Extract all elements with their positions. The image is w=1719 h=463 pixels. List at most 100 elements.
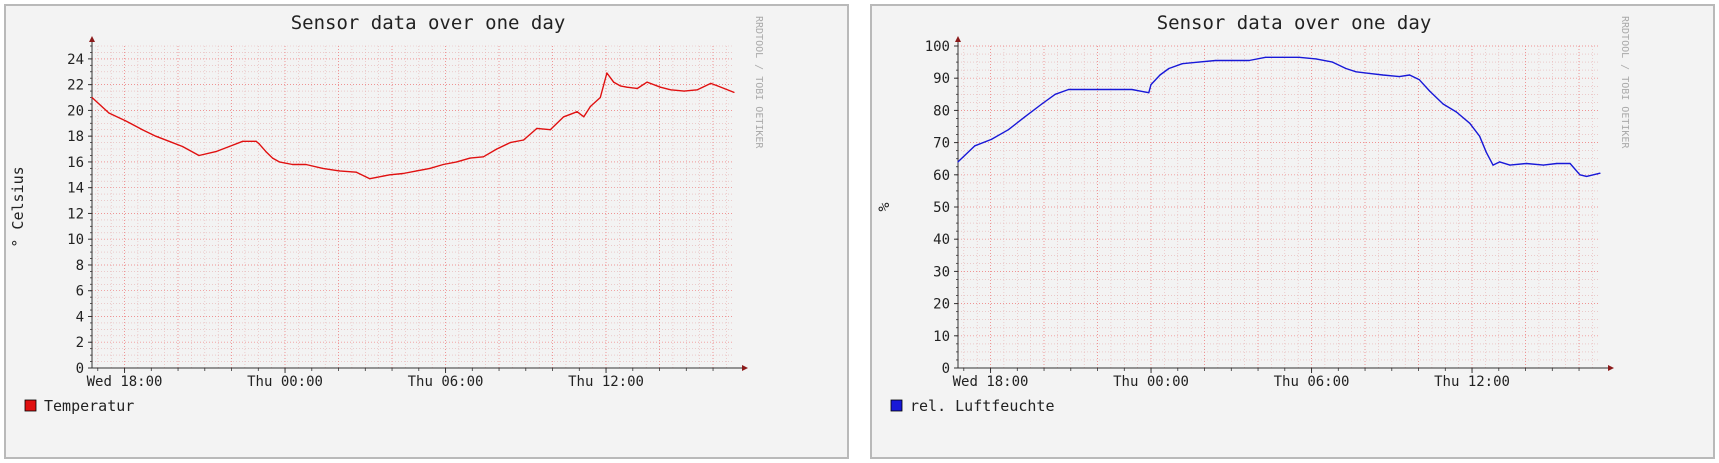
data-point bbox=[442, 163, 444, 166]
data-point bbox=[265, 151, 267, 153]
data-point bbox=[108, 112, 110, 114]
y-tick-label: 14 bbox=[67, 181, 84, 197]
data-point bbox=[1248, 59, 1250, 62]
data-point bbox=[1054, 93, 1056, 95]
y-tick-label: 30 bbox=[933, 264, 950, 280]
data-point bbox=[536, 127, 538, 129]
data-point bbox=[1368, 72, 1371, 74]
data-point bbox=[1569, 162, 1571, 165]
x-tick-label: Thu 12:00 bbox=[568, 374, 644, 390]
y-tick-label: 60 bbox=[933, 168, 950, 184]
x-tick-label: Thu 06:00 bbox=[408, 374, 484, 390]
legend-label: rel. Luftfeuchte bbox=[910, 397, 1055, 415]
data-point bbox=[1215, 59, 1217, 62]
data-point bbox=[974, 145, 976, 147]
data-point bbox=[338, 170, 340, 172]
data-point bbox=[1542, 164, 1544, 166]
data-point bbox=[723, 87, 725, 90]
data-point bbox=[198, 154, 200, 157]
y-tick-label: 10 bbox=[933, 329, 950, 345]
data-point bbox=[1509, 164, 1511, 166]
data-point bbox=[1097, 88, 1099, 91]
x-axis-arrow bbox=[1608, 365, 1614, 371]
y-tick-label: 8 bbox=[76, 258, 84, 274]
data-point bbox=[1345, 67, 1347, 70]
data-point bbox=[429, 167, 431, 169]
data-point bbox=[469, 157, 471, 159]
y-tick-label: 2 bbox=[76, 335, 84, 351]
y-tick-label: 18 bbox=[67, 129, 84, 145]
data-point bbox=[1398, 76, 1400, 78]
y-tick-label: 10 bbox=[67, 232, 84, 248]
x-tick-label: Thu 00:00 bbox=[247, 374, 323, 390]
data-point bbox=[670, 89, 672, 91]
data-point bbox=[141, 129, 143, 131]
y-tick-label: 6 bbox=[76, 284, 84, 300]
y-tick-label: 0 bbox=[942, 361, 950, 377]
x-tick-label: Thu 06:00 bbox=[1274, 374, 1350, 390]
x-tick-label: Thu 12:00 bbox=[1434, 374, 1510, 390]
data-point bbox=[258, 143, 260, 145]
data-point bbox=[375, 176, 377, 178]
y-tick-label: 50 bbox=[933, 200, 950, 216]
y-tick-label: 24 bbox=[67, 52, 84, 68]
data-point bbox=[606, 72, 608, 74]
series-points bbox=[91, 72, 735, 180]
legend-swatch bbox=[890, 399, 903, 412]
y-tick-label: 40 bbox=[933, 232, 950, 248]
data-point bbox=[155, 135, 157, 137]
data-point bbox=[1599, 172, 1601, 174]
data-point bbox=[1159, 74, 1161, 76]
data-point bbox=[1114, 88, 1116, 91]
data-point bbox=[278, 161, 280, 163]
x-tick-label: Wed 18:00 bbox=[87, 374, 163, 390]
data-point bbox=[1331, 61, 1334, 63]
data-point bbox=[1150, 84, 1152, 86]
data-point bbox=[613, 81, 615, 83]
y-tick-label: 100 bbox=[925, 39, 950, 55]
data-point bbox=[619, 85, 621, 87]
watermark-text: RRDTOOL / TOBI OETIKER bbox=[1619, 16, 1630, 149]
data-point bbox=[292, 163, 294, 166]
y-tick-label: 90 bbox=[933, 71, 950, 87]
data-point bbox=[1081, 88, 1083, 91]
data-point bbox=[168, 140, 170, 142]
y-tick-label: 22 bbox=[67, 78, 84, 94]
y-axis-arrow bbox=[89, 36, 95, 42]
data-point bbox=[509, 142, 511, 144]
data-point bbox=[1298, 56, 1300, 58]
data-point bbox=[1579, 174, 1581, 176]
data-point bbox=[272, 157, 274, 159]
data-point bbox=[215, 151, 217, 153]
data-point bbox=[646, 81, 648, 83]
y-tick-label: 0 bbox=[76, 361, 84, 377]
data-point bbox=[1148, 92, 1150, 94]
data-point bbox=[124, 120, 126, 122]
data-point bbox=[1168, 67, 1170, 70]
x-tick-label: Thu 00:00 bbox=[1113, 374, 1189, 390]
y-tick-label: 80 bbox=[933, 103, 950, 119]
data-point bbox=[305, 163, 307, 166]
data-point bbox=[1492, 164, 1494, 166]
data-point bbox=[228, 145, 230, 148]
data-point bbox=[1007, 129, 1009, 131]
data-point bbox=[710, 82, 712, 84]
data-point bbox=[1556, 162, 1558, 165]
data-point bbox=[1499, 161, 1501, 163]
data-point bbox=[556, 122, 558, 124]
data-point bbox=[1068, 88, 1070, 91]
data-point bbox=[716, 85, 719, 87]
data-point bbox=[416, 170, 418, 172]
data-point bbox=[990, 138, 992, 140]
data-point bbox=[683, 90, 685, 92]
data-point bbox=[1041, 103, 1043, 105]
data-point bbox=[402, 172, 404, 175]
data-point bbox=[659, 86, 662, 88]
y-tick-label: 4 bbox=[76, 309, 84, 325]
data-point bbox=[1024, 116, 1026, 118]
y-axis-label: % bbox=[875, 202, 893, 211]
data-point bbox=[1469, 122, 1471, 124]
x-tick-label: Wed 18:00 bbox=[953, 374, 1029, 390]
data-point bbox=[369, 178, 371, 180]
